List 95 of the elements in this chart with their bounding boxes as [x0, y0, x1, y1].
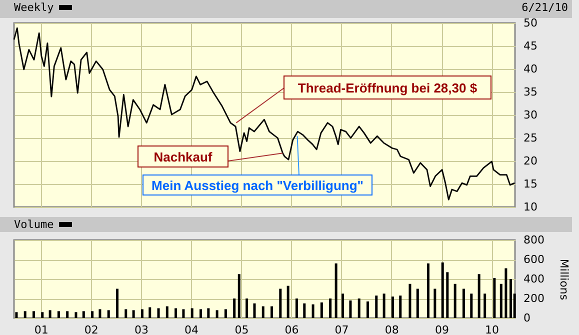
y-tick-label: 30 [524, 108, 538, 122]
bar [148, 307, 152, 318]
bar [224, 309, 227, 318]
bar [446, 272, 449, 318]
x-tick-label: 01 [34, 324, 48, 335]
x-tick-label: 10 [485, 324, 500, 335]
bar [166, 306, 168, 318]
bar [238, 274, 240, 318]
y-tick-label: 600 [524, 253, 544, 266]
bar [454, 284, 456, 318]
bar [246, 298, 248, 318]
bar [478, 274, 480, 318]
bar [66, 311, 69, 318]
bar [32, 311, 35, 318]
bar [329, 298, 332, 318]
bar [140, 309, 144, 318]
bar [470, 294, 473, 318]
bar [484, 294, 486, 318]
x-tick-label: 05 [234, 324, 249, 335]
y-tick-label: 15 [524, 178, 538, 190]
bar [91, 311, 94, 318]
bar [57, 311, 60, 318]
bar [382, 294, 386, 318]
y-tick-label: 40 [524, 62, 538, 76]
bar [107, 310, 110, 318]
y-tick-label: 50 [524, 16, 538, 30]
bar [279, 288, 282, 318]
x-tick-label: 04 [184, 324, 199, 335]
bar [157, 308, 160, 318]
bar [199, 309, 202, 318]
bar [174, 308, 178, 318]
bar [190, 308, 194, 318]
bar [358, 298, 360, 318]
bar [312, 304, 314, 318]
bar [295, 298, 298, 318]
bar [334, 263, 338, 318]
y-tick-label: 800 [524, 234, 544, 246]
bar [303, 303, 306, 318]
bar [441, 262, 444, 318]
bar [504, 268, 508, 318]
bar [82, 311, 85, 318]
bar [216, 310, 218, 318]
bar [320, 302, 323, 318]
bar [462, 288, 465, 318]
y-tick-label: 25 [524, 132, 538, 144]
x-tick-label: 02 [84, 324, 98, 335]
bar [207, 308, 210, 318]
bar [182, 309, 185, 318]
bar [391, 296, 394, 318]
y-tick-label: 20 [524, 154, 538, 168]
bar [48, 310, 52, 318]
bar [342, 294, 344, 318]
bar [124, 309, 128, 318]
y-tick-label: 400 [524, 272, 544, 286]
annotation: Thread-Eröffnung bei 28,30 $ [298, 80, 478, 96]
x-tick-label: 08 [384, 324, 399, 335]
bar [426, 263, 430, 318]
bar [253, 303, 256, 318]
bar [270, 306, 274, 318]
bar [41, 312, 44, 318]
y-tick-label: 0 [524, 312, 530, 324]
x-tick-label: 09 [435, 324, 450, 335]
bar [116, 288, 118, 318]
text: 6/21/10 [522, 0, 568, 16]
bar [286, 286, 290, 318]
bar [493, 278, 496, 318]
x-tick-label: 06 [284, 324, 299, 335]
y-axis-title: Millions [557, 258, 570, 300]
bar [98, 309, 102, 318]
bar [366, 301, 369, 318]
chart-title: Weekly [14, 1, 54, 14]
bar [132, 310, 135, 318]
bar [262, 306, 264, 318]
annotation: Mein Ausstieg nach "Verbilligung" [152, 178, 364, 193]
line-series [13, 27, 516, 200]
bar [15, 312, 18, 318]
bar [500, 284, 502, 318]
bar [434, 288, 436, 318]
bar [408, 284, 412, 318]
bar [399, 296, 402, 318]
y-tick-label: 200 [524, 292, 544, 305]
bar [24, 311, 26, 318]
y-tick-label: 35 [524, 86, 538, 98]
chart-title: Volume [14, 218, 54, 231]
bar [349, 300, 352, 318]
annotation: Nachkauf [154, 150, 213, 164]
bar [74, 312, 78, 318]
bar [375, 296, 378, 318]
x-tick-label: 03 [134, 324, 148, 335]
y-tick-label: 10 [524, 200, 538, 214]
bar [416, 288, 419, 318]
y-tick-label: 45 [524, 40, 538, 52]
x-tick-label: 07 [334, 324, 349, 335]
bar [233, 298, 236, 318]
bar [510, 279, 512, 318]
